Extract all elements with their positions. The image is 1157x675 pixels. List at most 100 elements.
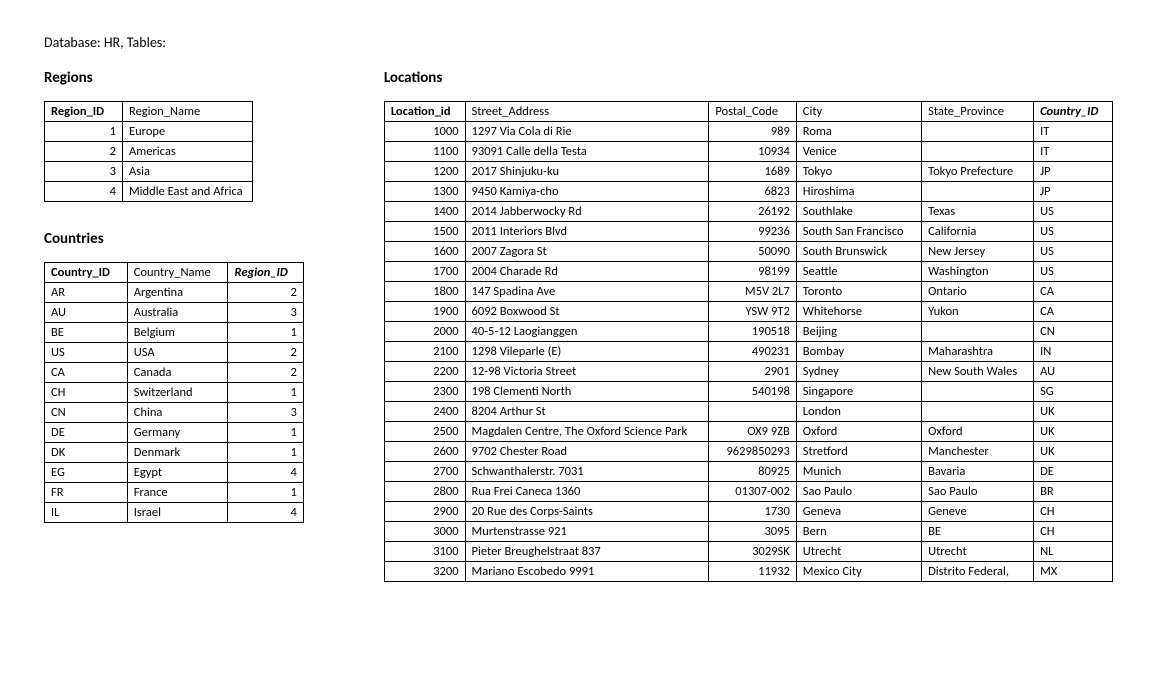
locations-cell: Stretford (796, 442, 921, 462)
locations-cell: US (1034, 202, 1113, 222)
locations-cell: Sao Paulo (922, 482, 1034, 502)
locations-cell: 2600 (384, 442, 465, 462)
countries-row: ARArgentina2 (45, 283, 304, 303)
locations-cell: 1900 (384, 302, 465, 322)
countries-col-region_id: Region_ID (228, 263, 303, 283)
countries-cell: CH (45, 383, 128, 403)
countries-cell: 3 (228, 303, 303, 323)
locations-row: 2800Rua Frei Caneca 136001307-002Sao Pau… (384, 482, 1112, 502)
locations-row: 290020 Rue des Corps-Saints1730GenevaGen… (384, 502, 1112, 522)
locations-cell (922, 122, 1034, 142)
countries-col-country_id: Country_ID (45, 263, 128, 283)
locations-cell: Mexico City (796, 562, 921, 582)
locations-cell: 2900 (384, 502, 465, 522)
locations-table: Location_idStreet_AddressPostal_CodeCity… (384, 101, 1113, 582)
locations-row: 200040-5-12 Laogianggen190518BeijingCN (384, 322, 1112, 342)
locations-row: 17002004 Charade Rd98199SeattleWashingto… (384, 262, 1112, 282)
locations-cell: 147 Spadina Ave (465, 282, 709, 302)
locations-cell: 26192 (709, 202, 796, 222)
locations-cell: CA (1034, 302, 1113, 322)
locations-cell: IN (1034, 342, 1113, 362)
locations-cell: Southlake (796, 202, 921, 222)
locations-cell: Sao Paulo (796, 482, 921, 502)
regions-cell: Europe (123, 122, 253, 142)
countries-row: EGEgypt4 (45, 463, 304, 483)
locations-cell: Maharashtra (922, 342, 1034, 362)
countries-row: USUSA2 (45, 343, 304, 363)
locations-cell: 1100 (384, 142, 465, 162)
locations-cell: Roma (796, 122, 921, 142)
countries-cell: DE (45, 423, 128, 443)
locations-cell: BR (1034, 482, 1113, 502)
locations-cell: CA (1034, 282, 1113, 302)
locations-row: 12002017 Shinjuku-ku1689TokyoTokyo Prefe… (384, 162, 1112, 182)
regions-row: 3Asia (45, 162, 253, 182)
locations-cell (922, 402, 1034, 422)
countries-cell: CA (45, 363, 128, 383)
locations-row: 2300198 Clementi North540198SingaporeSG (384, 382, 1112, 402)
countries-row: CACanada2 (45, 363, 304, 383)
locations-cell: Texas (922, 202, 1034, 222)
countries-cell: AU (45, 303, 128, 323)
locations-cell: South Brunswick (796, 242, 921, 262)
locations-cell: 2007 Zagora St (465, 242, 709, 262)
locations-cell: 2400 (384, 402, 465, 422)
locations-cell: 540198 (709, 382, 796, 402)
locations-cell: 2017 Shinjuku-ku (465, 162, 709, 182)
locations-cell: US (1034, 242, 1113, 262)
locations-cell (922, 322, 1034, 342)
locations-row: 110093091 Calle della Testa10934VeniceIT (384, 142, 1112, 162)
locations-cell: 490231 (709, 342, 796, 362)
countries-cell: 1 (228, 423, 303, 443)
locations-cell: Bavaria (922, 462, 1034, 482)
locations-cell: 2004 Charade Rd (465, 262, 709, 282)
locations-cell: 1800 (384, 282, 465, 302)
locations-cell (922, 182, 1034, 202)
locations-cell: Utrecht (922, 542, 1034, 562)
locations-cell: 10934 (709, 142, 796, 162)
locations-cell: Seattle (796, 262, 921, 282)
locations-cell: 99236 (709, 222, 796, 242)
locations-cell: 2300 (384, 382, 465, 402)
locations-row: 16002007 Zagora St50090South BrunswickNe… (384, 242, 1112, 262)
locations-cell: 11932 (709, 562, 796, 582)
countries-cell: 1 (228, 383, 303, 403)
locations-row: 24008204 Arthur StLondonUK (384, 402, 1112, 422)
locations-cell: 2800 (384, 482, 465, 502)
locations-row: 2700Schwanthalerstr. 703180925MunichBava… (384, 462, 1112, 482)
countries-col-country_name: Country_Name (127, 263, 228, 283)
countries-cell: 1 (228, 323, 303, 343)
locations-cell: UK (1034, 442, 1113, 462)
locations-cell: 01307-002 (709, 482, 796, 502)
countries-cell: 2 (228, 283, 303, 303)
locations-cell: 2901 (709, 362, 796, 382)
locations-cell: South San Francisco (796, 222, 921, 242)
locations-cell: 8204 Arthur St (465, 402, 709, 422)
locations-cell: Beijing (796, 322, 921, 342)
locations-cell: DE (1034, 462, 1113, 482)
locations-cell: Rua Frei Caneca 1360 (465, 482, 709, 502)
locations-row: 3100Pieter Breughelstraat 8373029SKUtrec… (384, 542, 1112, 562)
locations-cell: 2100 (384, 342, 465, 362)
countries-cell: Canada (127, 363, 228, 383)
countries-cell: EG (45, 463, 128, 483)
locations-row: 10001297 Via Cola di Rie989RomaIT (384, 122, 1112, 142)
countries-cell: Denmark (127, 443, 228, 463)
locations-cell: US (1034, 262, 1113, 282)
locations-cell: 1600 (384, 242, 465, 262)
locations-cell: 1300 (384, 182, 465, 202)
locations-cell: 1730 (709, 502, 796, 522)
locations-heading: Locations (384, 69, 1113, 87)
countries-row: DEGermany1 (45, 423, 304, 443)
countries-cell: China (127, 403, 228, 423)
locations-cell: UK (1034, 402, 1113, 422)
locations-cell: M5V 2L7 (709, 282, 796, 302)
countries-row: CNChina3 (45, 403, 304, 423)
countries-cell: Germany (127, 423, 228, 443)
locations-cell: 9629850293 (709, 442, 796, 462)
countries-row: CHSwitzerland1 (45, 383, 304, 403)
countries-cell: DK (45, 443, 128, 463)
countries-cell: BE (45, 323, 128, 343)
locations-row: 3200Mariano Escobedo 999111932Mexico Cit… (384, 562, 1112, 582)
locations-cell: 3029SK (709, 542, 796, 562)
